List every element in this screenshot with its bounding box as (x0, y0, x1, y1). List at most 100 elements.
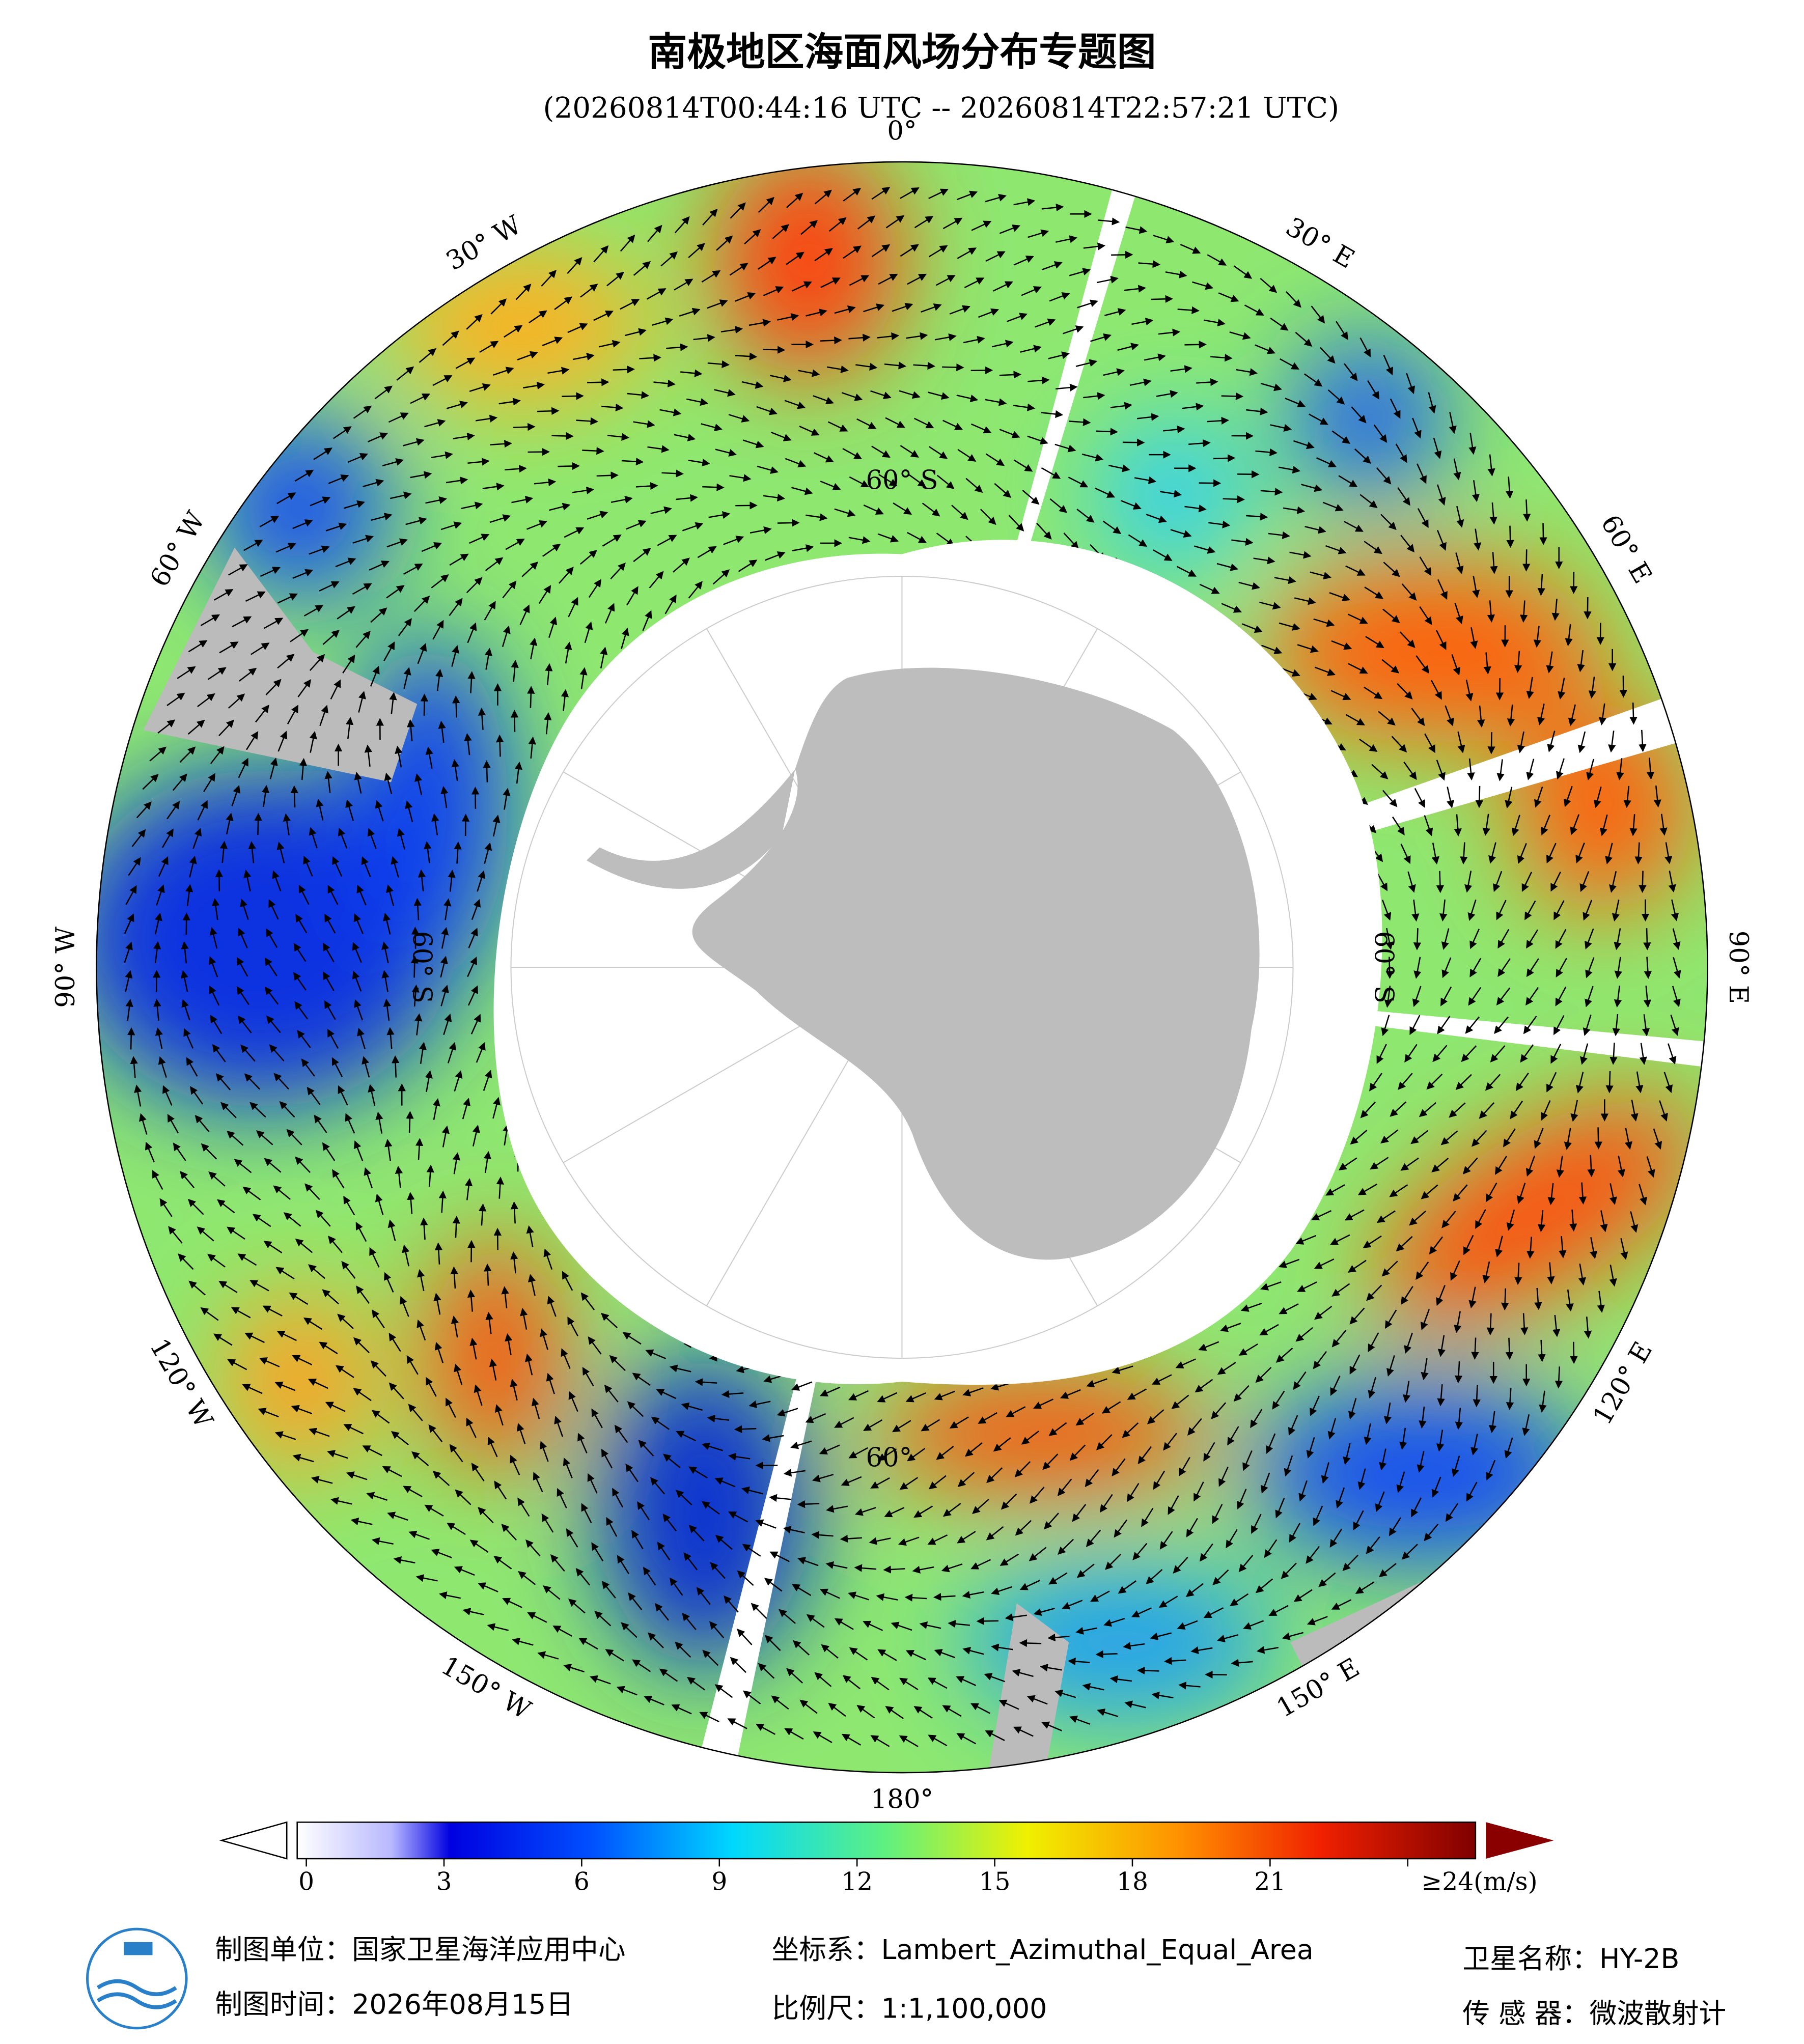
wind-arrow (1471, 1337, 1479, 1360)
wind-arrow (303, 856, 313, 877)
wind-arrow (1137, 1666, 1159, 1675)
wind-arrow (1431, 843, 1439, 865)
wind-arrow (434, 1341, 444, 1363)
wind-arrow (673, 557, 690, 573)
wind-arrow (764, 1578, 783, 1592)
wind-arrow (1274, 576, 1296, 584)
wind-arrow (1233, 1385, 1250, 1402)
wind-arrow (407, 719, 415, 742)
wind-arrow (461, 501, 483, 510)
wind-arrow (610, 495, 633, 503)
wind-arrow (1186, 1518, 1198, 1537)
wind-arrow (825, 1561, 848, 1569)
wind-arrow (1275, 1348, 1293, 1363)
wind-arrow (1260, 488, 1283, 496)
wind-arrow (650, 506, 672, 514)
wind-arrow (734, 1425, 757, 1433)
wind-arrow (530, 637, 538, 660)
wind-arrow (957, 1472, 975, 1488)
wind-arrow (921, 1419, 940, 1432)
wind-arrow (449, 598, 463, 617)
wind-arrow (580, 1292, 595, 1310)
wind-arrow (1223, 495, 1245, 503)
wind-arrow (1330, 1375, 1341, 1396)
wind-arrow (1170, 529, 1192, 538)
title: 南极地区海面风场分布专题图 (648, 29, 1156, 75)
wind-arrow (922, 502, 940, 517)
wind-arrow (266, 928, 278, 948)
wind-arrow (528, 1274, 536, 1296)
wind-arrow (1310, 1395, 1320, 1416)
wind-arrow (264, 986, 279, 1005)
wind-arrow (1347, 1259, 1367, 1273)
wind-arrow (913, 417, 934, 429)
wind-arrow (1069, 418, 1091, 426)
wind-arrow (545, 663, 553, 686)
wind-arrow (264, 957, 277, 976)
wind-arrow (936, 533, 955, 547)
wind-arrow (1289, 551, 1312, 559)
wind-arrow (622, 1332, 642, 1345)
wind-arrow (614, 1424, 628, 1443)
wind-arrow (572, 486, 595, 494)
wind-arrow (495, 734, 504, 757)
wind-arrow (1520, 1044, 1534, 1063)
wind-arrow (1231, 538, 1254, 546)
wind-arrow (476, 1042, 486, 1063)
wind-arrow (854, 1564, 877, 1572)
wind-arrow (682, 522, 704, 531)
wind-arrow (493, 1227, 502, 1250)
wind-arrow (929, 446, 948, 459)
wind-arrow (533, 1472, 543, 1493)
wind-arrow (327, 885, 339, 905)
wind-arrow (467, 671, 476, 693)
wind-arrow (577, 1433, 588, 1453)
wind-arrow (957, 449, 977, 462)
wind-arrow (1132, 1543, 1148, 1560)
wind-arrow (1343, 521, 1364, 532)
wind-arrow (421, 542, 442, 552)
wind-arrow (899, 390, 921, 399)
wind-arrow (355, 630, 371, 648)
wind-arrow (742, 1544, 761, 1557)
wind-arrow (1293, 1371, 1307, 1390)
wind-arrow (1128, 534, 1148, 547)
wind-arrow (1360, 1101, 1376, 1118)
wind-arrow (1212, 1504, 1223, 1524)
wind-arrow (534, 478, 557, 487)
colorbar-tick-label: 0 (298, 1867, 314, 1896)
wind-arrow (510, 1379, 518, 1401)
wind-arrow (885, 417, 905, 428)
wind-arrow (799, 426, 820, 436)
wind-arrow (870, 390, 892, 400)
wind-arrow (352, 942, 362, 963)
wind-arrow (362, 1056, 370, 1078)
colorbar-tick-label: ≥24(m/s) (1422, 1867, 1538, 1896)
wind-arrow (562, 1271, 573, 1291)
wind-arrow (1314, 666, 1336, 676)
wind-arrow (510, 1251, 518, 1274)
wind-arrow (621, 627, 629, 649)
wind-arrow (452, 695, 460, 718)
wind-arrow (770, 431, 792, 441)
wind-arrow (769, 374, 792, 382)
latitude-label: 60° S (1369, 931, 1399, 1003)
wind-arrow (1272, 1390, 1285, 1410)
wind-arrow (526, 1225, 534, 1248)
wind-arrow (1163, 1433, 1177, 1451)
wind-arrow (811, 1531, 834, 1539)
wind-arrow (957, 1531, 976, 1544)
latitude-label: 60° S (866, 465, 938, 496)
wind-arrow (999, 371, 1021, 379)
wind-arrow (406, 1355, 419, 1375)
wind-arrow (1486, 1313, 1494, 1336)
wind-arrow (715, 449, 737, 457)
wind-arrow (934, 333, 957, 341)
wind-arrow (626, 520, 647, 530)
wind-arrow (443, 1013, 452, 1035)
wind-arrow (355, 1221, 367, 1242)
wind-arrow (1253, 556, 1275, 565)
wind-arrow (505, 1333, 513, 1356)
wind-arrow (414, 1013, 423, 1035)
